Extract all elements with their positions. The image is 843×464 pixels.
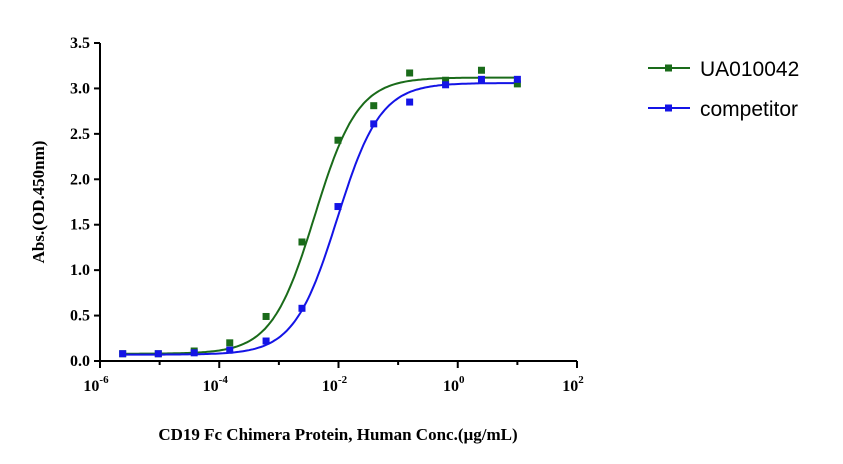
data-point [262,312,270,320]
fit-curve-UA010042 [122,76,518,355]
y-axis-label: Abs.(OD.450nm) [29,141,48,264]
data-point [262,337,270,345]
fit-curves [122,76,518,356]
axes: 0.0 0.5 1.0 1.5 2.0 2.5 3.0 3.5 10-6 10-4 10-2 100 1… [70,35,584,395]
legend-marker [665,64,672,72]
data-point [406,69,414,77]
legend-marker [665,104,672,112]
legend-label: UA010042 [700,58,799,81]
data-point [154,350,162,358]
data-point [119,350,127,358]
y-tick-label: 1.0 [70,262,90,279]
data-point [226,339,234,347]
y-tick-label: 1.5 [70,217,90,234]
y-tick-label: 0.0 [70,353,90,370]
data-point [442,81,450,89]
fit-curve-competitor [122,82,518,356]
y-tick-label: 0.5 [70,308,90,325]
y-tick-label: 2.5 [70,126,90,143]
data-point [190,349,198,357]
data-point [513,75,521,83]
data-point [226,346,234,354]
x-tick-label: 100 [443,374,465,395]
data-point [477,75,485,83]
data-point [298,304,306,312]
y-tick-label: 3.0 [70,80,90,97]
data-point [477,66,485,74]
x-tick-label: 10-6 [83,374,109,395]
x-axis-label: CD19 Fc Chimera Protein, Human Conc.(µg/… [158,425,517,444]
data-point [298,238,306,246]
legend-label: competitor [700,98,798,121]
data-point [334,136,342,144]
data-point [370,120,378,128]
data-point [370,102,378,110]
x-tick-label: 10-2 [322,374,348,395]
data-point [406,98,414,106]
x-tick-label: 102 [562,374,584,395]
data-point [442,76,450,84]
x-tick-label: 10-4 [203,374,229,395]
legend: UA010042 competitor [648,58,799,121]
data-points [119,66,521,358]
data-point [334,203,342,211]
y-tick-label: 2.0 [70,171,90,188]
data-point [513,80,521,88]
y-tick-label: 3.5 [70,35,90,52]
